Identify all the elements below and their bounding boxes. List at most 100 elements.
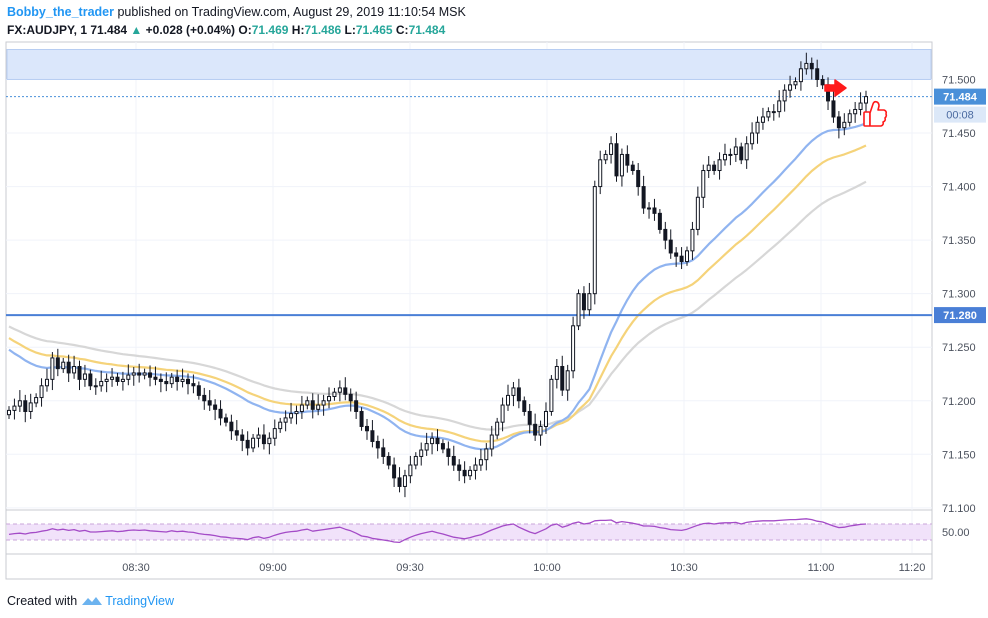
price-tick-label: 71.100 xyxy=(942,503,976,515)
candle xyxy=(522,396,527,416)
candle-body-up xyxy=(39,385,44,399)
candle xyxy=(647,202,652,219)
candle xyxy=(413,452,418,470)
candle-body-up xyxy=(685,250,690,263)
candle-body-down xyxy=(614,143,619,177)
candle xyxy=(793,77,798,90)
rsi-pane[interactable]: 50.00 xyxy=(6,518,970,544)
candle-body-up xyxy=(576,293,581,327)
candle xyxy=(131,367,136,386)
candle-body-up xyxy=(690,228,695,252)
close-label: C: xyxy=(395,23,409,37)
candle xyxy=(66,354,71,383)
high-value: 71.486 xyxy=(304,23,342,37)
candle-body-up xyxy=(777,100,782,113)
candle-body-down xyxy=(836,116,841,129)
candle xyxy=(858,92,863,116)
candle-body-up xyxy=(327,395,332,402)
candle xyxy=(750,122,755,150)
time-tick-label: 09:00 xyxy=(259,562,287,574)
candle-body-down xyxy=(261,434,266,445)
candle xyxy=(28,393,33,419)
footer: Created with TradingView xyxy=(7,593,174,611)
candle-body-up xyxy=(858,102,863,110)
candle-body-up xyxy=(131,372,136,376)
candle-body-up xyxy=(473,464,478,471)
candle-body-up xyxy=(804,62,809,70)
candle xyxy=(39,378,44,407)
candle-body-up xyxy=(289,413,294,419)
candle xyxy=(223,413,228,427)
candle-body-up xyxy=(782,89,787,102)
rsi-line xyxy=(8,518,867,544)
candle xyxy=(126,364,131,386)
candle-body-down xyxy=(343,387,348,395)
candle-body-down xyxy=(397,477,402,487)
candle xyxy=(587,282,592,316)
candle-body-up xyxy=(549,378,554,412)
candle-body-up xyxy=(50,357,55,380)
candle-body-up xyxy=(592,186,597,295)
candle xyxy=(251,433,256,453)
candle-body-up xyxy=(72,365,77,374)
candle-body-up xyxy=(424,443,429,451)
candle xyxy=(489,425,494,457)
candle-body-up xyxy=(17,400,22,407)
candle xyxy=(717,152,722,180)
time-axis[interactable]: 08:30 09:00 09:30 10:00 10:30 11:00 11:20 xyxy=(122,562,925,574)
candle xyxy=(473,457,478,480)
footer-brand-link[interactable]: TradingView xyxy=(105,594,174,608)
candle-body-up xyxy=(99,380,104,387)
candle xyxy=(538,420,543,446)
countdown-label: 00:08 xyxy=(946,110,974,122)
candle-body-up xyxy=(413,455,418,466)
candle-body-down xyxy=(354,400,359,412)
candle-body-up xyxy=(755,121,760,134)
candle-body-up xyxy=(750,132,755,145)
candle xyxy=(560,355,565,396)
candle-body-down xyxy=(809,62,814,70)
candle-body-down xyxy=(55,357,60,370)
candle-body-down xyxy=(674,252,679,257)
red-arrow-left-icon xyxy=(824,79,847,97)
candle xyxy=(137,363,142,383)
open-label: O: xyxy=(238,23,252,37)
candle xyxy=(61,357,66,373)
candle xyxy=(771,104,776,121)
candle-body-up xyxy=(538,425,543,436)
candle xyxy=(571,316,576,379)
candle-body-down xyxy=(207,400,212,406)
candle-body-down xyxy=(386,455,391,466)
candle xyxy=(50,352,55,391)
tradingview-logo-icon xyxy=(81,595,103,611)
candle xyxy=(278,417,283,433)
candle-body-down xyxy=(66,361,71,374)
level-price-label: 71.280 xyxy=(943,310,977,322)
candle-body-down xyxy=(158,378,163,382)
author-name[interactable]: Bobby_the_trader xyxy=(7,5,114,19)
candle-body-down xyxy=(815,68,820,80)
candle-body-up xyxy=(798,68,803,83)
candle xyxy=(310,393,315,419)
published-text: published on TradingView.com, August 29,… xyxy=(117,5,466,19)
candle-body-up xyxy=(305,400,310,406)
candle-body-down xyxy=(668,239,673,254)
candle-body-down xyxy=(164,380,169,385)
price-axis[interactable]: 71.100 71.150 71.200 71.250 71.300 71.350 71.4… xyxy=(934,74,986,515)
candle-body-up xyxy=(7,409,11,416)
candle-body-up xyxy=(283,417,288,423)
resistance-zone[interactable] xyxy=(6,48,932,80)
last-price-label: 71.484 xyxy=(943,92,978,104)
candle xyxy=(93,378,98,395)
candle-body-up xyxy=(402,475,407,487)
candle xyxy=(164,372,169,392)
close-value: 71.484 xyxy=(408,23,446,37)
candle xyxy=(506,384,511,411)
candle xyxy=(609,136,614,164)
candle-body-up xyxy=(842,121,847,129)
candle xyxy=(397,467,402,493)
price-tick-label: 71.150 xyxy=(942,449,976,461)
candle-body-up xyxy=(511,387,516,396)
candle-body-down xyxy=(364,425,369,432)
